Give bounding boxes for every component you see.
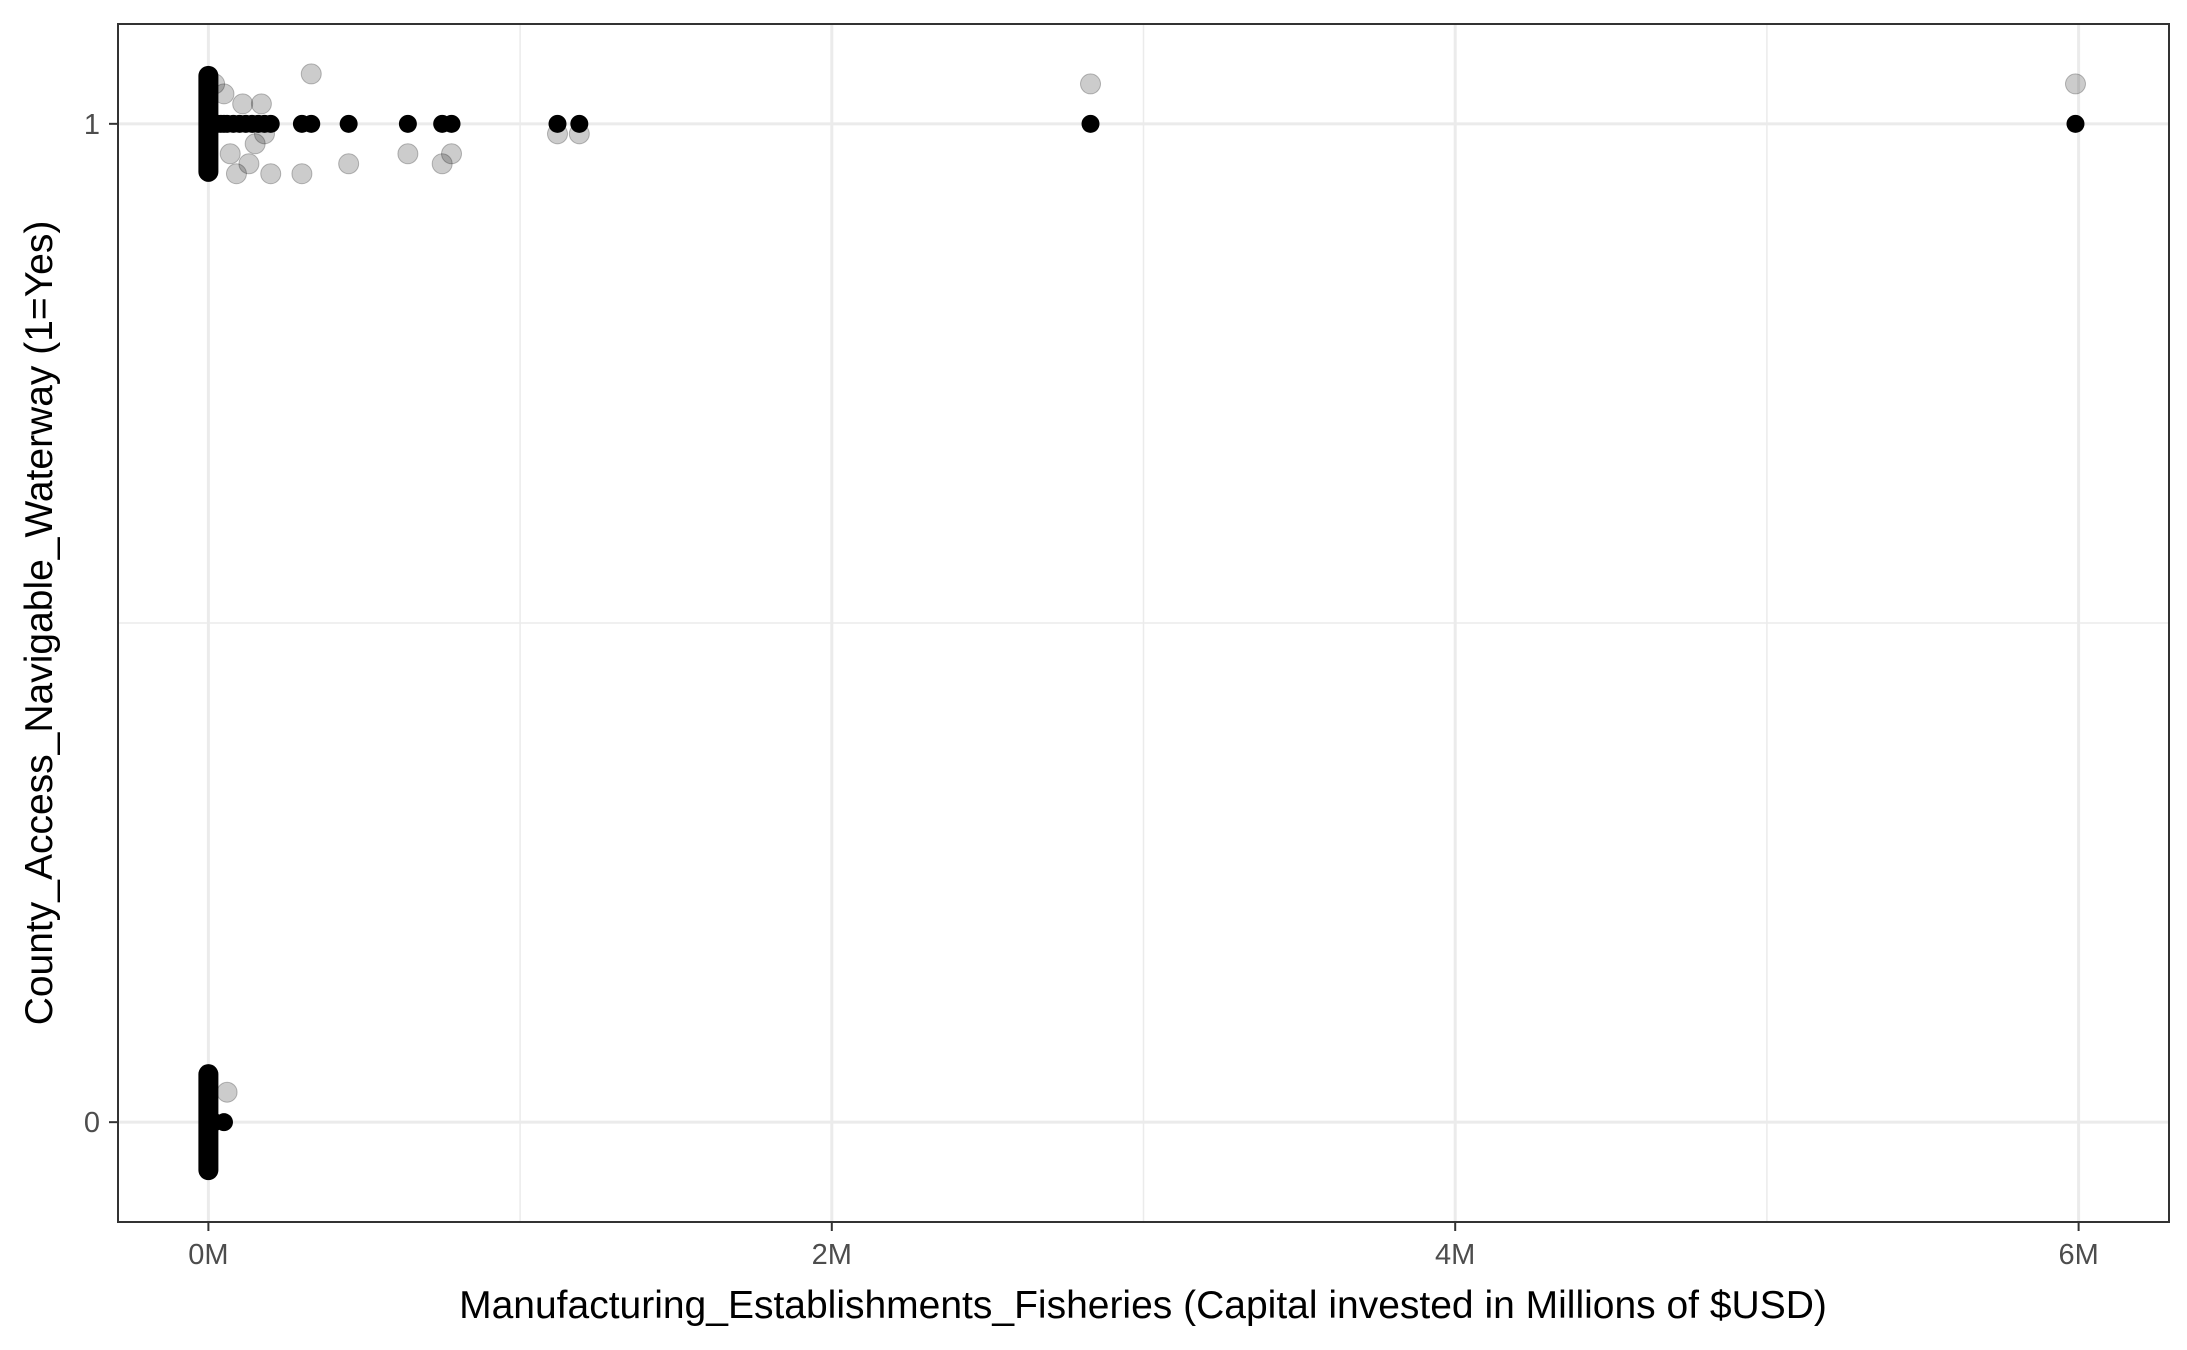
jittered-data-point	[232, 93, 254, 115]
jittered-data-point	[397, 143, 419, 165]
x-tick-label: 4M	[1435, 1239, 1475, 1271]
data-point-yes	[2066, 114, 2085, 133]
data-point-yes	[548, 114, 567, 133]
y-tick-label: 0	[84, 1107, 100, 1139]
data-point-no	[214, 1113, 233, 1132]
grid-lines	[118, 24, 2169, 1222]
data-point-yes	[1081, 114, 1100, 133]
overlapping-points-cluster	[198, 65, 219, 182]
jittered-data-point	[2064, 73, 2086, 95]
jittered-data-point	[216, 1081, 238, 1103]
jittered-data-point	[219, 143, 241, 165]
data-point-yes	[339, 114, 358, 133]
jittered-data-point	[441, 143, 463, 165]
panel-border	[117, 23, 2170, 1223]
jittered-data-point	[1080, 73, 1102, 95]
x-tick-label: 2M	[812, 1239, 852, 1271]
overlapping-points-cluster	[198, 1064, 219, 1181]
data-point-yes	[261, 114, 280, 133]
data-point-yes	[302, 114, 321, 133]
y-axis-title: County_Access_Navigable_Waterway (1=Yes)	[18, 221, 61, 1026]
x-axis-title: Manufacturing_Establishments_Fisheries (…	[459, 1284, 1827, 1327]
jittered-data-point	[260, 163, 282, 185]
jittered-data-point	[244, 133, 266, 155]
x-tick-label: 6M	[2058, 1239, 2098, 1271]
data-points	[198, 63, 2086, 1181]
data-point-yes	[442, 114, 461, 133]
jittered-data-point	[291, 163, 313, 185]
data-point-yes	[398, 114, 417, 133]
jittered-data-point	[300, 63, 322, 85]
data-point-yes	[570, 114, 589, 133]
jittered-data-point	[431, 153, 453, 175]
jittered-data-point	[338, 153, 360, 175]
x-tick-label: 0M	[188, 1239, 228, 1271]
axes: 0M 2M 4M 6M 0 1	[84, 109, 2099, 1271]
jittered-data-point	[238, 153, 260, 175]
jittered-data-point	[250, 93, 272, 115]
jittered-data-point	[225, 163, 247, 185]
y-tick-label: 1	[84, 109, 100, 141]
